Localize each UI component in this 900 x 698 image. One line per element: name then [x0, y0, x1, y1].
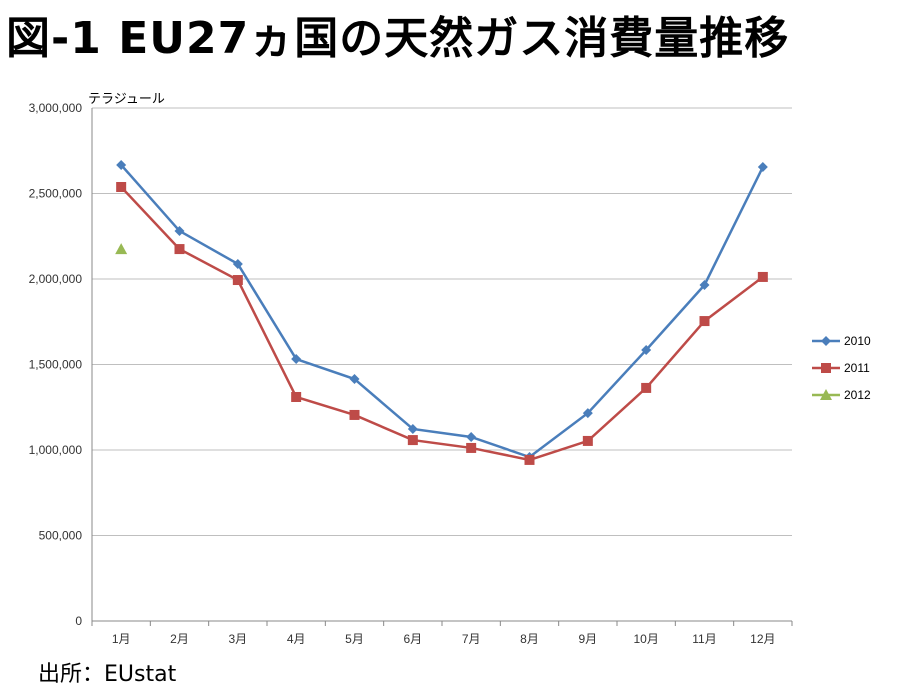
data-point-2011: [232, 275, 243, 286]
x-tick-label: 10月: [633, 632, 658, 646]
y-axis-unit: テラジュール: [88, 92, 165, 107]
data-point-2010: [232, 258, 243, 269]
data-point-2010: [641, 344, 652, 355]
data-point-2011: [174, 244, 185, 255]
x-tick-label: 2月: [170, 632, 189, 646]
data-point-2011: [407, 435, 418, 446]
data-point-2010: [349, 374, 360, 385]
data-point-2011: [291, 391, 302, 402]
y-tick-label: 1,000,000: [29, 443, 83, 457]
data-point-2010: [291, 354, 302, 365]
source-note: 出所：EUstat: [38, 662, 177, 687]
data-point-2011: [116, 182, 127, 193]
legend-label-2012: 2012: [844, 388, 871, 402]
data-point-2010: [757, 161, 768, 172]
data-point-2011: [524, 454, 535, 465]
x-tick-label: 4月: [287, 632, 306, 646]
data-point-2012: [115, 243, 128, 255]
x-tick-label: 8月: [520, 632, 539, 646]
chart-title: 図-1 EU27ヵ国の天然ガス消費量推移: [6, 13, 790, 64]
x-tick-label: 11月: [692, 632, 716, 646]
series-line-2010: [120, 164, 764, 459]
y-tick-label: 0: [75, 614, 82, 628]
legend-marker-2012: [820, 389, 832, 400]
legend-marker-2010: [821, 336, 831, 346]
legend-label-2010: 2010: [844, 334, 871, 348]
data-point-2010: [174, 225, 185, 236]
x-tick-label: 9月: [578, 632, 597, 646]
x-tick-label: 3月: [228, 632, 247, 646]
y-tick-label: 3,000,000: [29, 101, 83, 115]
data-point-2011: [349, 409, 360, 420]
data-point-2011: [699, 316, 710, 327]
y-tick-label: 2,500,000: [29, 187, 83, 201]
data-point-2010: [582, 408, 593, 419]
y-tick-label: 1,500,000: [29, 358, 83, 372]
data-point-2010: [116, 159, 127, 170]
y-tick-label: 500,000: [39, 529, 83, 543]
data-point-2010: [466, 432, 477, 443]
data-point-2011: [641, 382, 652, 393]
data-point-2010: [407, 423, 418, 434]
data-point-2010: [699, 279, 710, 290]
x-tick-label: 5月: [345, 632, 364, 646]
x-tick-label: 1月: [112, 632, 131, 646]
legend-marker-2011: [821, 363, 831, 373]
x-tick-label: 6月: [403, 632, 422, 646]
y-tick-label: 2,000,000: [29, 272, 83, 286]
data-point-2011: [466, 442, 477, 453]
legend-label-2011: 2011: [844, 361, 870, 375]
x-tick-label: 12月: [750, 632, 775, 646]
series-line-2011: [120, 186, 764, 462]
data-point-2011: [757, 271, 768, 282]
data-point-2011: [582, 435, 593, 446]
x-tick-label: 7月: [462, 632, 481, 646]
